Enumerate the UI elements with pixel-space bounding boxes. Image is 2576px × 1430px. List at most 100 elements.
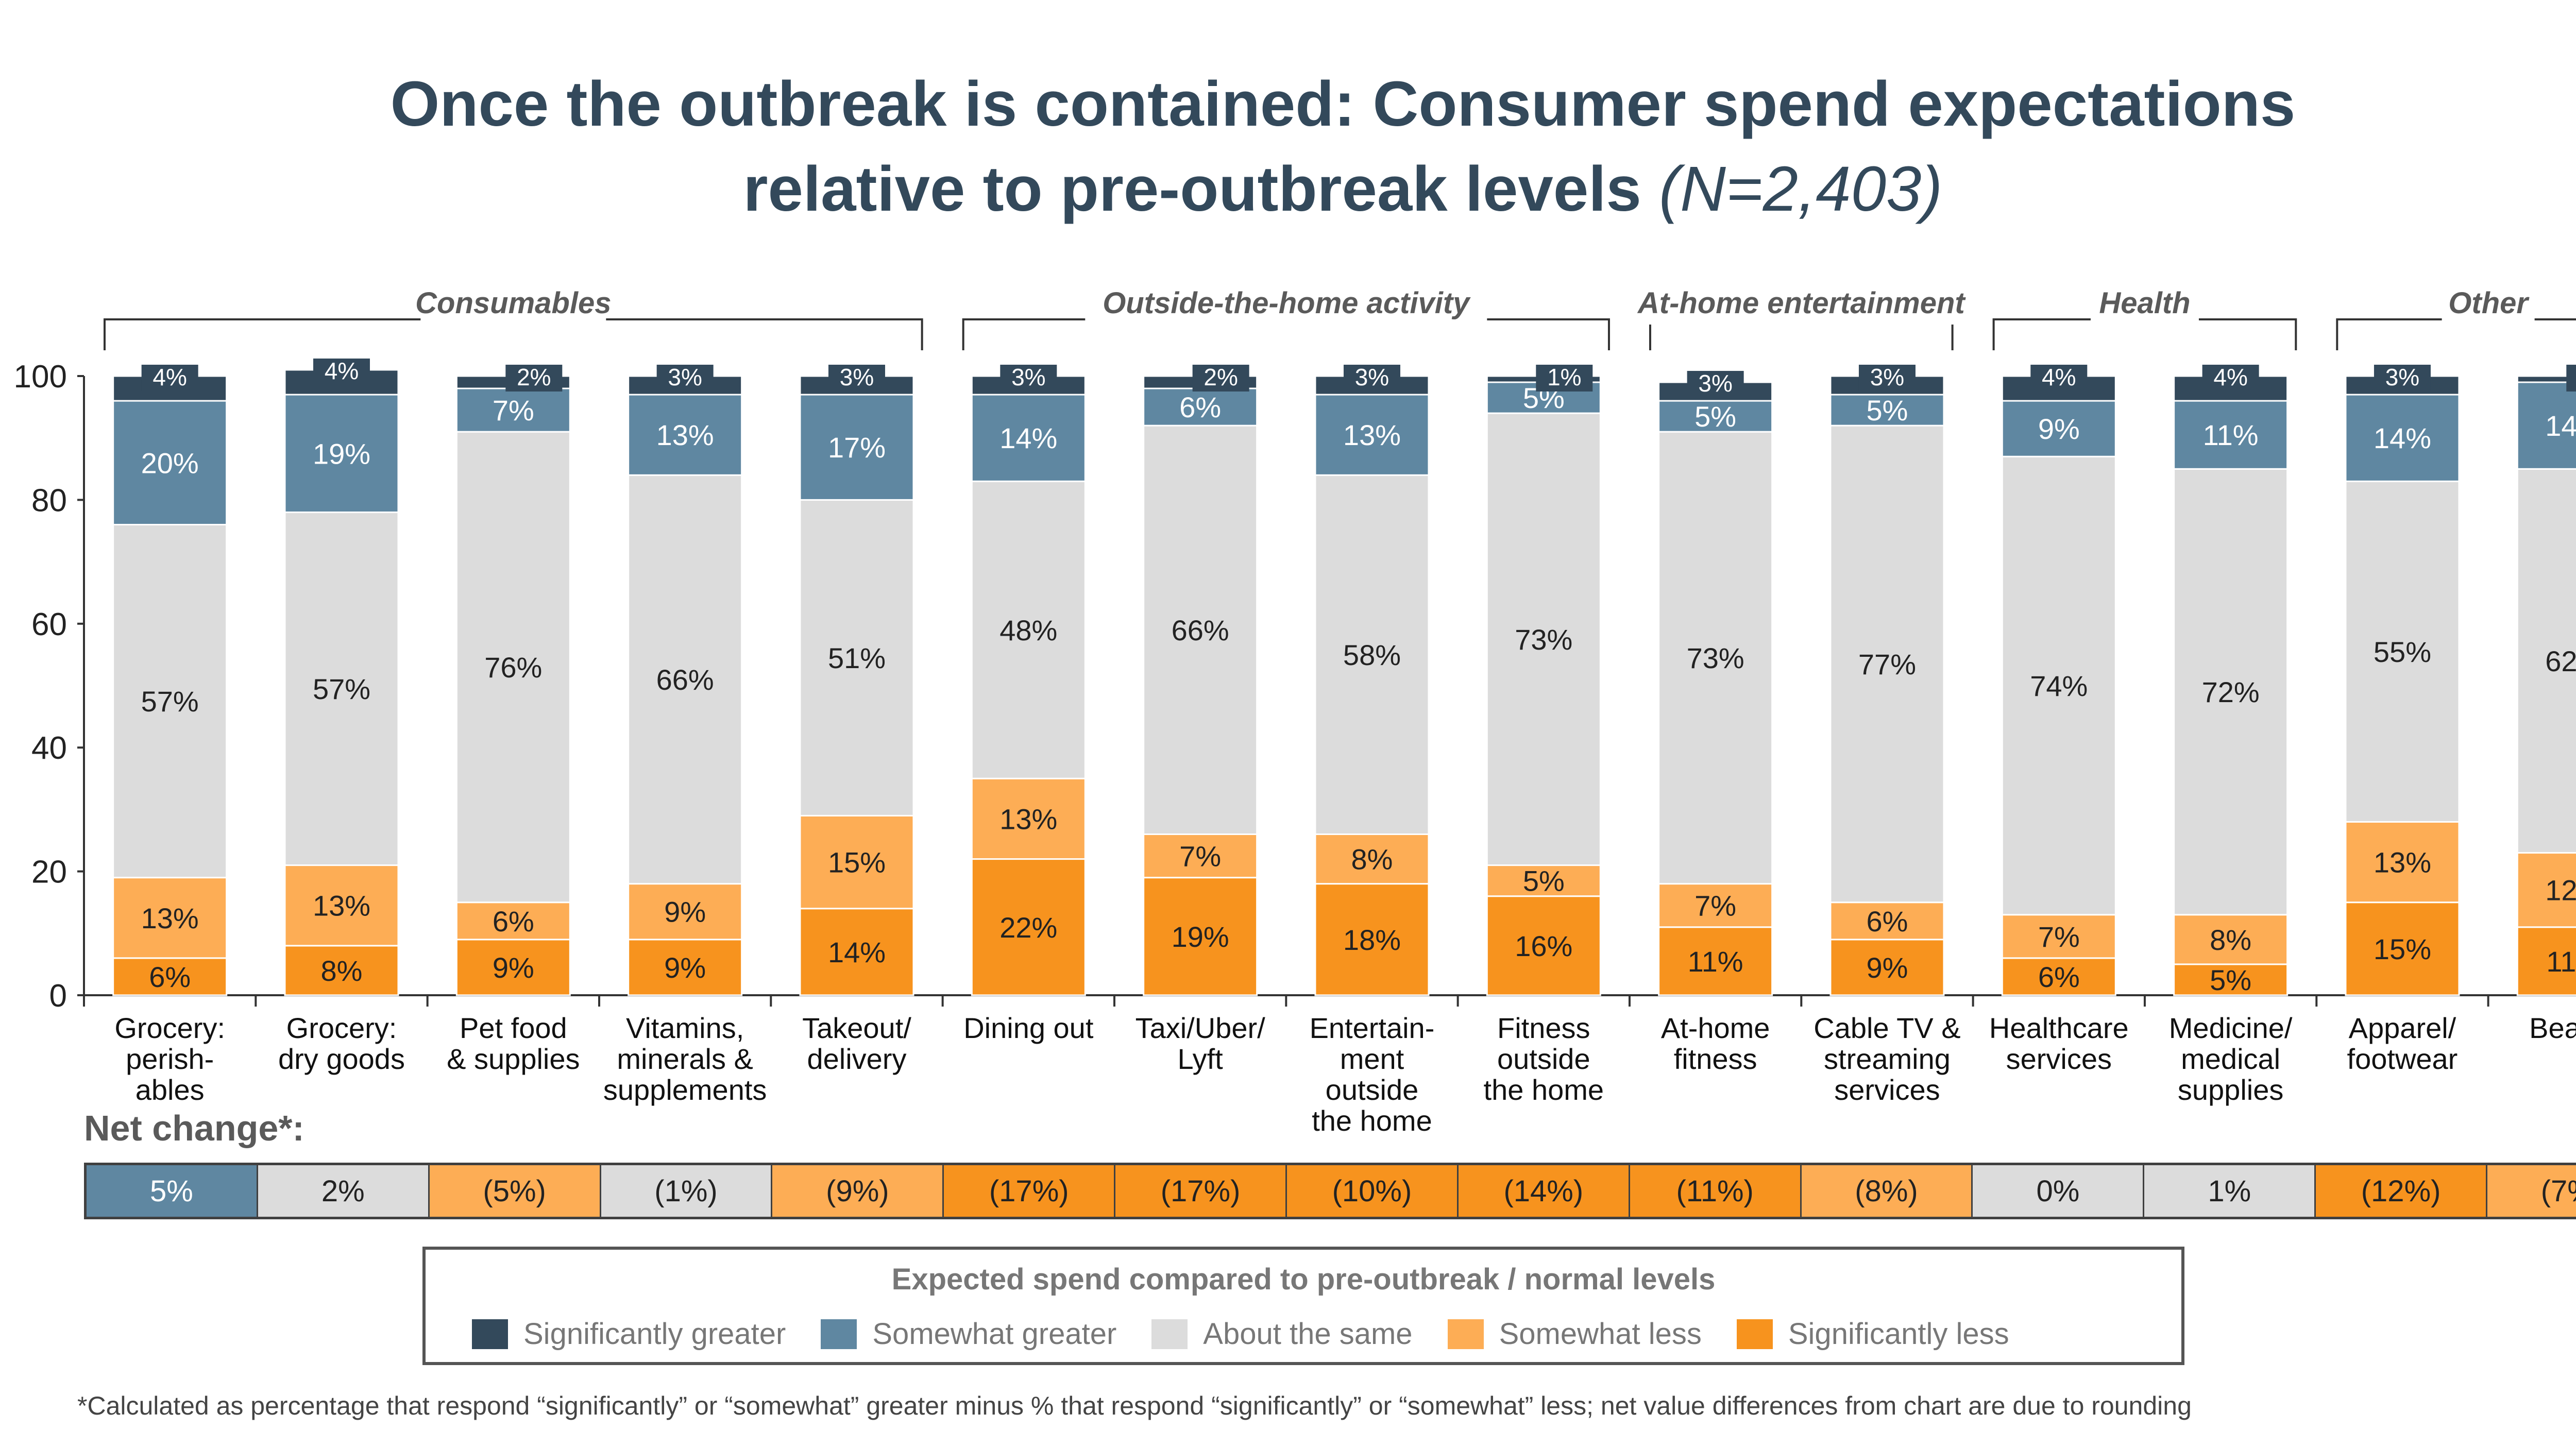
data-label-box [2030, 365, 2088, 391]
group-label-bg [1631, 283, 1972, 325]
net-change-cell: (8%) [1801, 1165, 1973, 1217]
data-label: 1% [1547, 364, 1581, 390]
legend-label: Somewhat greater [872, 1317, 1117, 1351]
group-label-bg [420, 283, 606, 325]
legend-label: Significantly less [1788, 1317, 2009, 1351]
bar-segment [1829, 394, 1945, 427]
bar-segment [1829, 901, 1945, 941]
x-tick-label: minerals & [617, 1043, 753, 1075]
data-label: 20% [141, 447, 199, 479]
net-change-cell: (11%) [1630, 1165, 1802, 1217]
group-label: Health [2099, 286, 2190, 320]
bar-segment [971, 777, 1086, 860]
data-label: 7% [2038, 921, 2080, 953]
data-label: 51% [828, 642, 886, 674]
data-label: 55% [2374, 636, 2431, 668]
net-change-label: Net change*: [84, 1108, 304, 1148]
x-tick-label: Pet food [460, 1012, 567, 1044]
bar-segment [799, 814, 914, 910]
group-label: Other [2448, 286, 2530, 320]
net-change-cell: (10%) [1287, 1165, 1459, 1217]
x-tick-label: Fitness [1497, 1012, 1590, 1044]
net-change-cell: (14%) [1458, 1165, 1630, 1217]
data-label: 16% [1515, 930, 1572, 962]
data-label: 13% [313, 890, 370, 922]
x-tick-label: Taxi/Uber/ [1136, 1012, 1266, 1044]
data-label-box [1536, 365, 1593, 391]
data-label: 4% [325, 358, 359, 384]
x-tick-label: Beauty [2529, 1012, 2576, 1044]
bar-segment [628, 394, 743, 476]
footnote: *Calculated as percentage that respond “… [77, 1391, 2192, 1420]
bar-segment [1486, 895, 1601, 996]
bar-segment [971, 858, 1086, 996]
bar-segment [1486, 412, 1601, 866]
x-tick-label: supplements [603, 1074, 767, 1106]
data-label: 57% [313, 673, 370, 705]
data-label: 7% [1179, 840, 1221, 873]
x-tick-label: Vitamins, [626, 1012, 744, 1044]
bar-segment [799, 394, 914, 501]
data-label: 3% [1011, 364, 1045, 390]
chart-title: Once the outbreak is contained: Consumer… [0, 62, 2576, 232]
data-label: 5% [1866, 394, 1908, 427]
data-label: 62% [2545, 645, 2576, 677]
data-label: 8% [2210, 924, 2251, 956]
x-tick-label: & supplies [447, 1043, 580, 1075]
x-tick-label: Healthcare [1989, 1012, 2129, 1044]
data-label: 11% [1688, 945, 1743, 978]
bar-segment [1658, 883, 1773, 928]
x-tick-label: Grocery: [286, 1012, 397, 1044]
x-tick-label: dry goods [278, 1043, 405, 1075]
stacked-bar-chart: 0204060801006%13%57%20%4%Grocery:perish-… [13, 283, 2576, 1137]
x-tick-label: the home [1484, 1074, 1604, 1106]
data-label: 9% [664, 896, 706, 928]
data-label: 18% [1343, 924, 1401, 956]
x-tick-label: Medicine/ [2169, 1012, 2293, 1044]
bar-segment [2173, 914, 2289, 965]
data-label: 48% [999, 614, 1057, 646]
data-label-box [505, 365, 563, 391]
data-label: 13% [2374, 846, 2431, 879]
bar-segment [112, 877, 228, 959]
data-label: 5% [2210, 964, 2251, 996]
bar-segment [1658, 400, 1773, 433]
data-label: 12% [2545, 874, 2576, 907]
net-change-cell: (17%) [944, 1165, 1116, 1217]
data-label: 7% [1694, 890, 1736, 922]
bar-segment [1314, 833, 1430, 885]
bar-segment [2173, 963, 2289, 996]
x-tick-label: At-home [1661, 1012, 1770, 1044]
bar-segment [455, 901, 571, 941]
bar-segment [112, 400, 228, 525]
data-label: 58% [1343, 639, 1401, 671]
data-label: 4% [152, 364, 187, 390]
data-label: 6% [149, 961, 191, 993]
bar-segment [1314, 394, 1430, 476]
bar-segment [2173, 400, 2289, 470]
data-label: 5% [1523, 865, 1565, 897]
bar-segment [2001, 455, 2116, 916]
bar-segment [2001, 400, 2116, 457]
bar-segment [1486, 864, 1601, 897]
data-label: 14% [828, 936, 886, 968]
data-label: 14% [2374, 422, 2431, 454]
group-label: Consumables [415, 286, 611, 320]
x-tick-label: fitness [1674, 1043, 1757, 1075]
bar-segment [2345, 901, 2460, 996]
net-change-cell: (7%) [2487, 1165, 2576, 1217]
data-label-box [2566, 365, 2576, 391]
data-label: 11% [2546, 945, 2576, 978]
bar-segment [284, 511, 399, 866]
y-tick-label: 100 [14, 359, 67, 395]
legend-items: Significantly greater Somewhat greater Abo… [472, 1317, 2024, 1351]
bar-segment [971, 480, 1086, 779]
data-label: 19% [1172, 921, 1229, 953]
net-change-cell: 2% [258, 1165, 430, 1217]
x-tick-label: delivery [807, 1043, 907, 1075]
data-label: 8% [321, 955, 363, 987]
group-label-bg [2090, 283, 2199, 325]
bar-segment [1658, 431, 1773, 885]
net-change-row: 5% 2% (5%) (1%) (9%) (17%) (17%) (10%) (14%) (11%… [84, 1163, 2576, 1219]
legend-item: Somewhat greater [821, 1317, 1116, 1351]
